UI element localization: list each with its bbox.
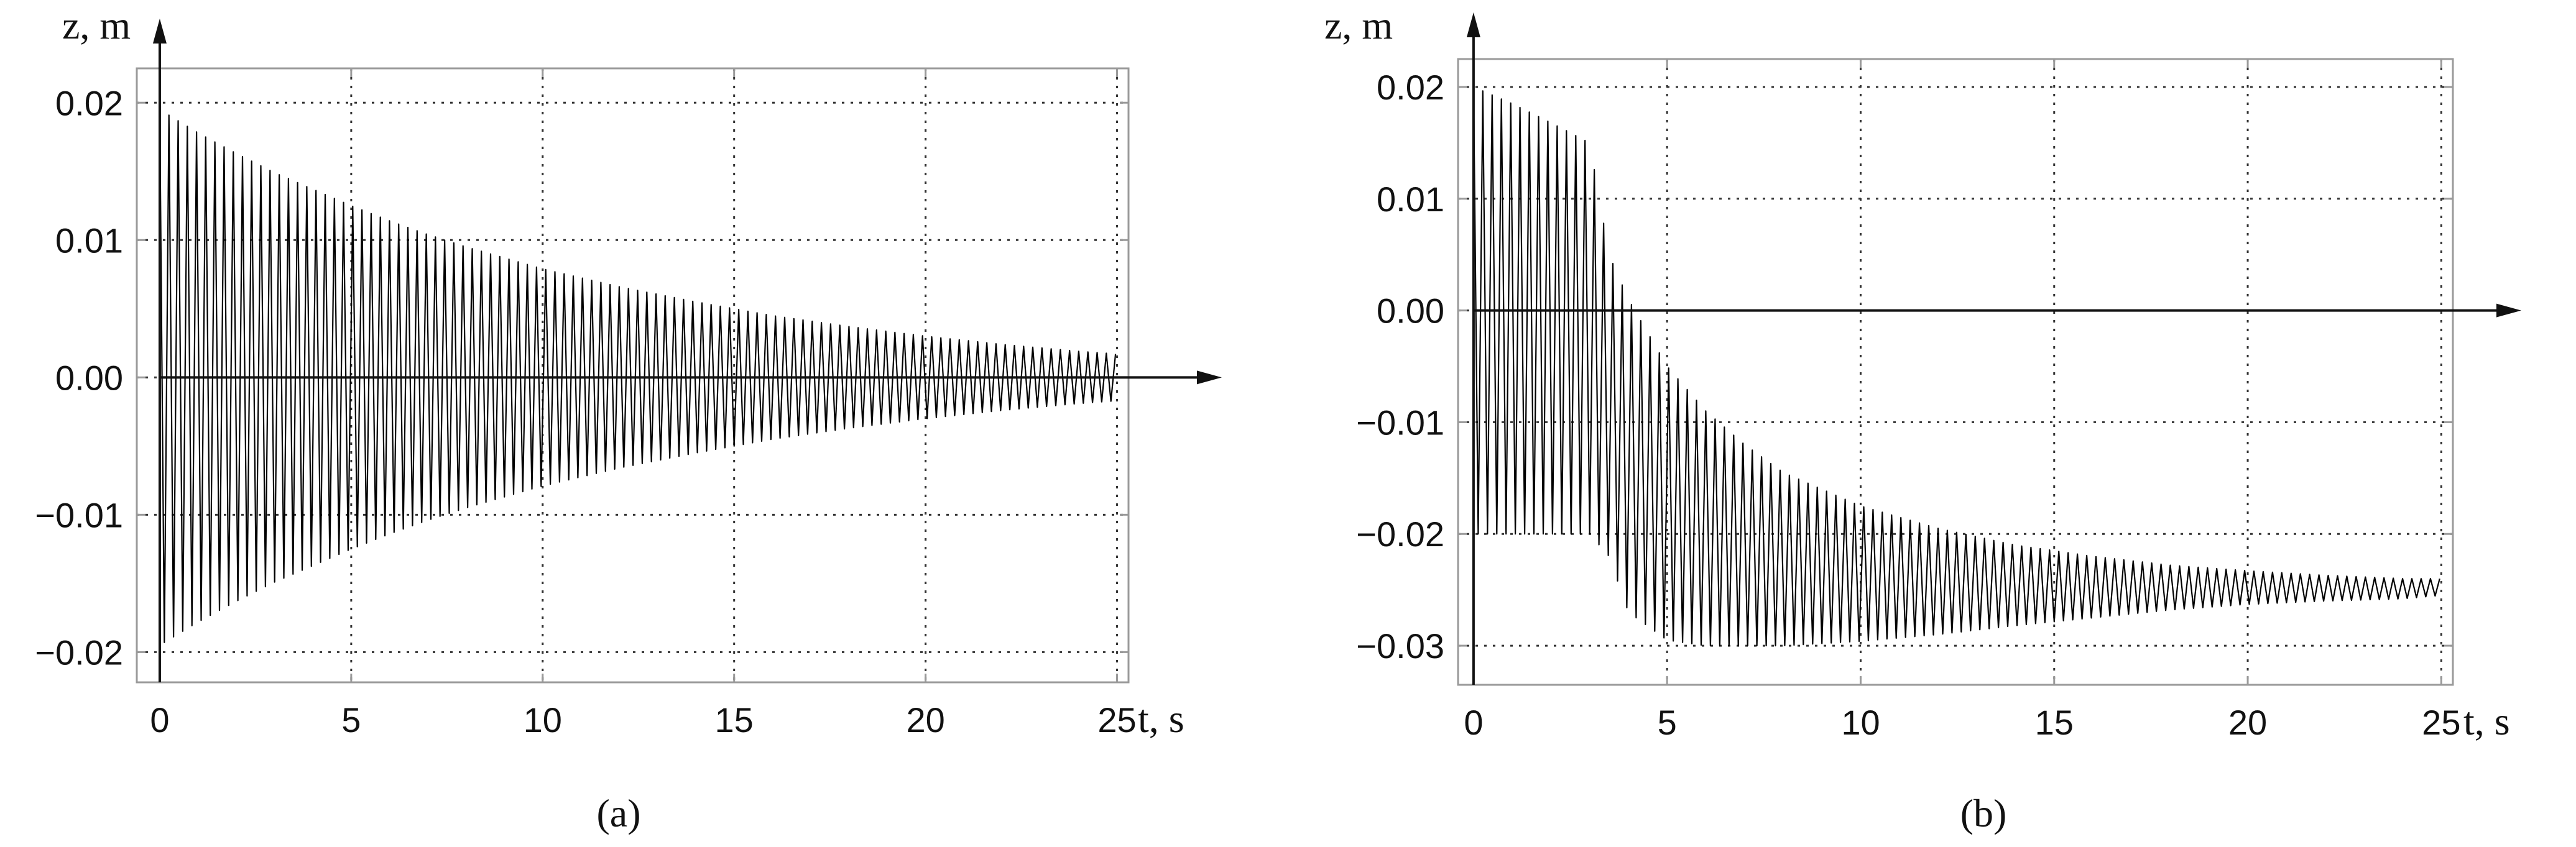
x-axis-arrow xyxy=(2496,303,2521,318)
y-tick-label: −0.03 xyxy=(1356,626,1444,666)
x-axis-title: t, s xyxy=(2463,699,2510,743)
x-tick-label: 25 xyxy=(1097,700,1136,739)
y-axis-title: z, m xyxy=(62,3,131,47)
series-line xyxy=(159,109,1117,643)
x-axis-arrow xyxy=(1197,370,1222,385)
x-tick-label: 20 xyxy=(906,700,944,739)
y-tick-label: 0.00 xyxy=(55,358,123,397)
x-tick-label: 20 xyxy=(2228,703,2267,742)
x-tick-label: 10 xyxy=(524,700,562,739)
x-tick-label: 10 xyxy=(1841,703,1880,742)
y-tick-label: −0.01 xyxy=(1356,403,1444,442)
x-tick-label: 5 xyxy=(1658,703,1677,742)
y-axis-title: z, m xyxy=(1324,3,1393,47)
panel-label: (b) xyxy=(1960,791,2007,835)
x-tick-label: 15 xyxy=(2035,703,2074,742)
x-tick-label: 5 xyxy=(341,700,361,739)
panel-label: (a) xyxy=(596,791,640,835)
plot-frame xyxy=(1457,58,2454,686)
chart-panel-a: 0 5 10 15 20 25 −0.02 −0.01 0.00 0.01 0.02 z, m t, s… xyxy=(35,3,1222,835)
y-tick-label: 0.00 xyxy=(1377,291,1444,331)
y-tick-label: 0.01 xyxy=(55,221,123,260)
plot-frame xyxy=(136,67,1130,684)
y-tick-label: −0.02 xyxy=(35,633,123,672)
y-tick-label: 0.02 xyxy=(55,83,123,122)
y-axis-arrow xyxy=(1466,12,1480,37)
y-tick-label: 0.01 xyxy=(1377,180,1444,219)
y-tick-label: 0.02 xyxy=(1377,68,1444,107)
x-tick-label: 0 xyxy=(1464,703,1483,742)
y-tick-label: −0.02 xyxy=(1356,515,1444,554)
x-tick-label: 15 xyxy=(715,700,754,739)
x-axis-title: t, s xyxy=(1138,697,1184,741)
y-tick-label: −0.01 xyxy=(35,495,123,534)
x-tick-label: 0 xyxy=(150,700,169,739)
series-line xyxy=(1472,86,2440,647)
x-tick-label: 25 xyxy=(2422,703,2460,742)
y-axis-arrow xyxy=(152,19,167,43)
chart-panel-b: 0 5 10 15 20 25 −0.03 −0.02 −0.01 0.00 0.01 0.02 z, … xyxy=(1324,3,2521,835)
